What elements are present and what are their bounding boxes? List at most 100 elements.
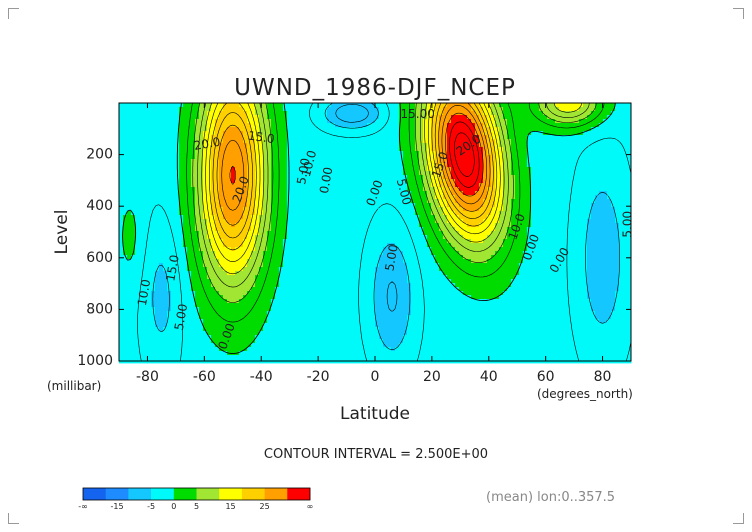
field-cell [599, 143, 604, 148]
field-cell [619, 215, 624, 220]
field-cell [539, 175, 544, 180]
field-cell [619, 123, 624, 128]
field-cell [287, 127, 292, 132]
field-cell [147, 239, 152, 244]
field-cell [359, 131, 364, 136]
field-cell [279, 179, 284, 184]
field-cell [291, 183, 296, 188]
field-cell [487, 123, 492, 128]
field-cell [239, 223, 244, 228]
field-cell [287, 211, 292, 216]
field-cell [507, 175, 512, 180]
field-cell [479, 107, 484, 112]
field-cell [367, 247, 372, 252]
field-cell [591, 175, 596, 180]
field-cell [327, 151, 332, 156]
field-cell [607, 251, 612, 256]
field-cell [463, 127, 468, 132]
field-cell [479, 155, 484, 160]
field-cell [571, 107, 576, 112]
field-cell [627, 159, 632, 164]
field-cell [167, 187, 172, 192]
field-cell [327, 111, 332, 116]
field-cell [123, 159, 128, 164]
field-cell [451, 167, 456, 172]
field-cell [291, 175, 296, 180]
field-cell [387, 243, 392, 248]
field-cell [187, 143, 192, 148]
field-cell [403, 111, 408, 116]
field-cell [551, 255, 556, 260]
field-cell [155, 199, 160, 204]
field-cell [427, 107, 432, 112]
field-cell [595, 179, 600, 184]
field-cell [483, 139, 488, 144]
field-cell [483, 179, 488, 184]
field-cell [183, 203, 188, 208]
field-cell [267, 195, 272, 200]
field-cell [619, 183, 624, 188]
field-cell [511, 211, 516, 216]
field-cell [523, 199, 528, 204]
field-cell [199, 243, 204, 248]
field-cell [555, 139, 560, 144]
field-cell [471, 195, 476, 200]
field-cell [619, 175, 624, 180]
field-cell [415, 239, 420, 244]
field-cell [187, 139, 192, 144]
field-cell [303, 199, 308, 204]
field-cell [287, 123, 292, 128]
field-cell [283, 127, 288, 132]
field-cell [415, 223, 420, 228]
field-cell [515, 163, 520, 168]
field-cell [271, 187, 276, 192]
field-cell [251, 251, 256, 256]
field-cell [343, 199, 348, 204]
field-cell [371, 159, 376, 164]
field-cell [339, 171, 344, 176]
field-cell [363, 103, 368, 108]
field-cell [231, 111, 236, 116]
field-cell [183, 115, 188, 120]
field-cell [223, 143, 228, 148]
field-cell [443, 147, 448, 152]
field-cell [195, 119, 200, 124]
field-cell [263, 139, 268, 144]
field-cell [527, 199, 532, 204]
field-cell [395, 171, 400, 176]
field-cell [507, 159, 512, 164]
field-cell [531, 175, 536, 180]
field-cell [247, 239, 252, 244]
field-cell [607, 243, 612, 248]
field-cell [415, 199, 420, 204]
field-cell [415, 115, 420, 120]
field-cell [423, 203, 428, 208]
field-cell [619, 131, 624, 136]
field-cell [231, 219, 236, 224]
field-cell [151, 143, 156, 148]
field-cell [203, 211, 208, 216]
field-cell [255, 163, 260, 168]
field-cell [307, 143, 312, 148]
field-cell [303, 243, 308, 248]
field-cell [579, 119, 584, 124]
field-cell [567, 235, 572, 240]
field-cell [243, 127, 248, 132]
field-cell [191, 247, 196, 252]
field-cell [307, 239, 312, 244]
field-cell [483, 243, 488, 248]
field-cell [179, 163, 184, 168]
field-cell [203, 115, 208, 120]
field-cell [147, 251, 152, 256]
field-cell [275, 227, 280, 232]
field-cell [611, 123, 616, 128]
field-cell [487, 115, 492, 120]
field-cell [471, 151, 476, 156]
field-cell [175, 191, 180, 196]
field-cell [627, 255, 632, 260]
field-cell [535, 127, 540, 132]
field-cell [355, 115, 360, 120]
field-cell [183, 187, 188, 192]
field-cell [439, 191, 444, 196]
field-cell [451, 151, 456, 156]
